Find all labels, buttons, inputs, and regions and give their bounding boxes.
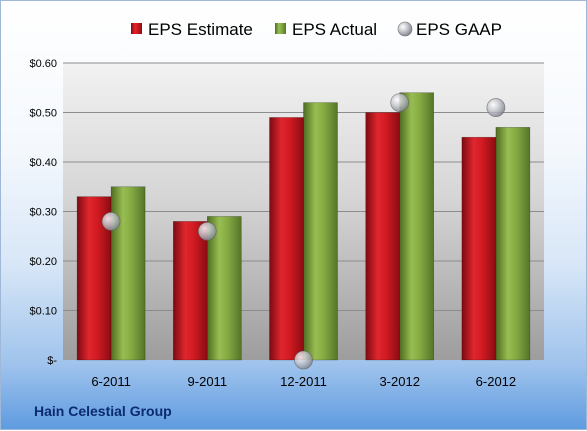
eps-actual-bar bbox=[399, 92, 435, 361]
eps-actual-bar bbox=[207, 216, 242, 361]
eps-gaap-marker bbox=[101, 211, 121, 231]
x-tick-label: 9-2011 bbox=[188, 374, 228, 389]
eps-gaap-marker bbox=[294, 350, 313, 370]
eps-actual-bar bbox=[110, 186, 146, 361]
y-tick-label: $0.40 bbox=[29, 157, 57, 169]
x-tick-label: 6-2011 bbox=[91, 374, 131, 389]
eps-gaap-marker bbox=[486, 98, 506, 117]
eps-actual-bar bbox=[303, 102, 338, 361]
company-label: Hain Celestial Group bbox=[34, 403, 172, 419]
eps-estimate-bar bbox=[173, 221, 208, 361]
y-tick-label: $0.20 bbox=[29, 256, 57, 268]
eps-gaap-marker bbox=[390, 93, 410, 112]
eps-estimate-bar bbox=[269, 117, 304, 361]
legend-swatch-eps-estimate bbox=[131, 23, 142, 34]
y-tick-label: $0.60 bbox=[29, 58, 57, 70]
y-tick-label: $0.30 bbox=[29, 207, 57, 219]
legend-label-eps-gaap: EPS GAAP bbox=[416, 20, 502, 39]
y-tick-label: $0.10 bbox=[29, 306, 57, 318]
x-tick-label: 6-2012 bbox=[476, 374, 516, 389]
eps-gaap-marker bbox=[197, 221, 217, 241]
y-tick-label: $0.50 bbox=[29, 108, 57, 120]
x-tick-label: 3-2012 bbox=[379, 374, 419, 389]
legend-label-eps-actual: EPS Actual bbox=[292, 20, 377, 39]
y-tick-label: $- bbox=[47, 355, 57, 367]
eps-actual-bar bbox=[495, 127, 531, 361]
eps-estimate-bar bbox=[365, 112, 401, 361]
legend-swatch-eps-actual bbox=[275, 23, 286, 34]
x-tick-label: 12-2011 bbox=[280, 374, 327, 389]
eps-estimate-bar bbox=[461, 136, 497, 361]
legend-label-eps-estimate: EPS Estimate bbox=[148, 20, 253, 39]
legend-swatch-eps-gaap bbox=[397, 21, 413, 37]
